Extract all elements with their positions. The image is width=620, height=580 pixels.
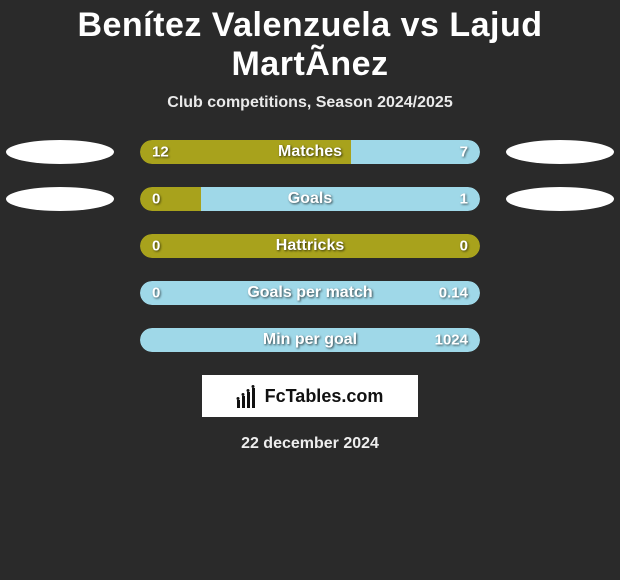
date-text: 22 december 2024 — [0, 435, 620, 453]
brand-logo-icon — [237, 384, 261, 408]
value-right: 0 — [460, 238, 468, 255]
value-left: 0 — [152, 191, 160, 208]
brand-inner: FcTables.com — [237, 384, 384, 408]
player-avatar-right — [506, 187, 614, 211]
bar-track: 12 7 Matches — [140, 140, 480, 164]
stat-row: 0 0.14 Goals per match — [0, 281, 620, 305]
stat-label: Matches — [278, 143, 342, 161]
bar-track: 0 0 Hattricks — [140, 234, 480, 258]
bar-track: 0 0.14 Goals per match — [140, 281, 480, 305]
stat-row: 12 7 Matches — [0, 140, 620, 164]
brand-text: FcTables.com — [265, 386, 384, 407]
stat-label: Min per goal — [263, 331, 357, 349]
value-right: 1024 — [435, 332, 468, 349]
value-left: 0 — [152, 285, 160, 302]
stat-label: Goals — [288, 190, 332, 208]
value-right: 0.14 — [439, 285, 468, 302]
brand-box: FcTables.com — [202, 375, 418, 417]
bar-right — [201, 187, 480, 211]
value-left: 0 — [152, 238, 160, 255]
value-left: 12 — [152, 144, 169, 161]
player-avatar-right — [506, 140, 614, 164]
stat-label: Goals per match — [247, 284, 372, 302]
page-title: Benítez Valenzuela vs Lajud MartÃnez — [0, 6, 620, 84]
value-right: 1 — [460, 191, 468, 208]
stat-row: 0 0 Hattricks — [0, 234, 620, 258]
value-right: 7 — [460, 144, 468, 161]
player-avatar-left — [6, 187, 114, 211]
subtitle: Club competitions, Season 2024/2025 — [0, 94, 620, 112]
stats-area: 12 7 Matches 0 1 Goals 0 0 Hattricks 0 0.14 Goals p… — [0, 140, 620, 352]
stat-row: 1024 Min per goal — [0, 328, 620, 352]
bar-left — [140, 187, 201, 211]
stat-row: 0 1 Goals — [0, 187, 620, 211]
bar-track: 0 1 Goals — [140, 187, 480, 211]
comparison-infographic: Benítez Valenzuela vs Lajud MartÃnez Clu… — [0, 0, 620, 453]
bar-track: 1024 Min per goal — [140, 328, 480, 352]
player-avatar-left — [6, 140, 114, 164]
stat-label: Hattricks — [276, 237, 344, 255]
